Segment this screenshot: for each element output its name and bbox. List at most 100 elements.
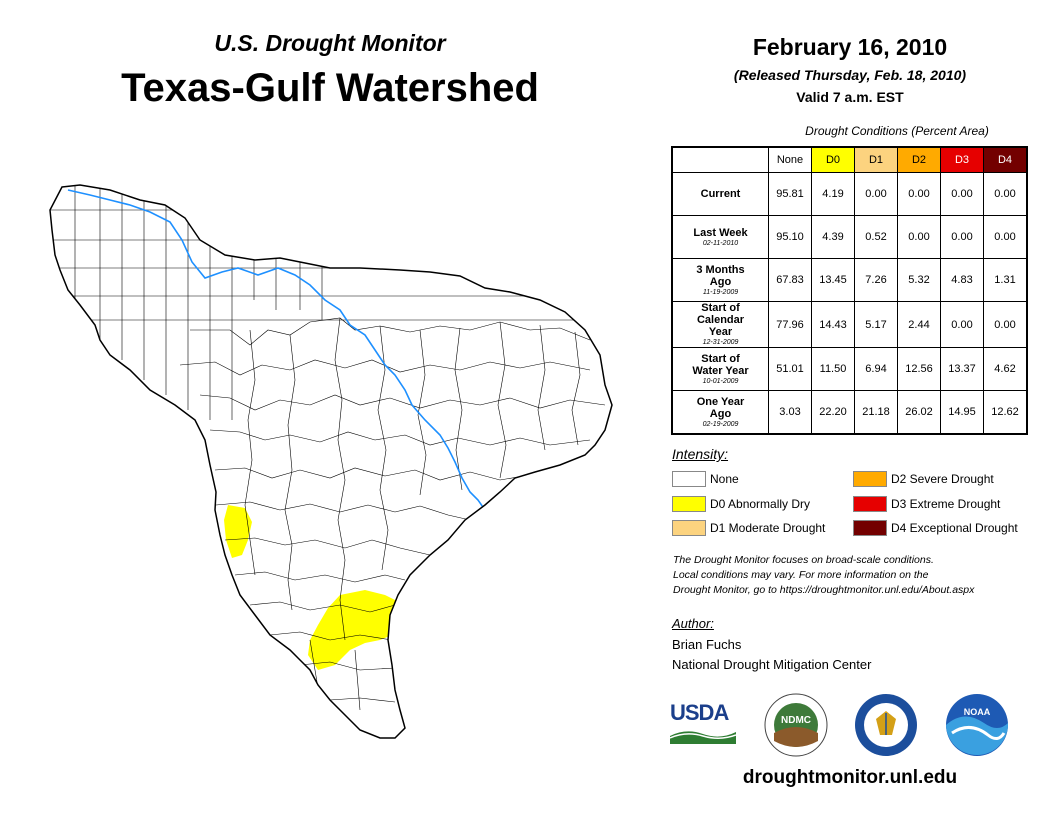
table-cell: 5.32	[897, 258, 941, 302]
table-cell: 95.81	[768, 172, 812, 216]
d0-area-west	[224, 505, 252, 558]
table-row: 3 Months Ago 11-19-2009 67.83 13.45 7.26 5.32…	[671, 258, 1028, 302]
table-cell: 0.00	[854, 172, 898, 216]
row-date: 10-01-2009	[702, 377, 739, 385]
table-cell: 22.20	[811, 390, 855, 435]
table-cell: 14.95	[940, 390, 984, 435]
legend-swatch	[672, 471, 706, 487]
table-row: Start of Calendar Year 12-31-2009 77.96 14.…	[671, 301, 1028, 348]
table-cell: 11.50	[811, 347, 855, 391]
col-d3: D3	[940, 146, 984, 173]
table-cell: 21.18	[854, 390, 898, 435]
note-line-2: Local conditions may vary. For more info…	[673, 569, 929, 581]
author-org: National Drought Mitigation Center	[672, 657, 872, 672]
row-label-text: Start of Calendar Year	[696, 302, 745, 338]
row-label-text: Start of Water Year	[692, 352, 749, 377]
release-date: (Released Thursday, Feb. 18, 2010)	[733, 67, 967, 83]
watershed-map	[49, 184, 613, 739]
legend-label: D4 Exceptional Drought	[891, 521, 1018, 535]
table-cell: 67.83	[768, 258, 812, 302]
county-lines	[50, 185, 612, 731]
svg-text:NDMC: NDMC	[781, 715, 811, 726]
legend-swatch	[853, 496, 887, 512]
legend-swatch	[853, 471, 887, 487]
table-cell: 4.39	[811, 215, 855, 259]
table-cell: 0.00	[897, 172, 941, 216]
table-cell: 1.31	[983, 258, 1028, 302]
table-cell: 4.83	[940, 258, 984, 302]
table-cell: 4.19	[811, 172, 855, 216]
table-cell: 6.94	[854, 347, 898, 391]
usda-wave-icon	[669, 731, 737, 744]
svg-text:NOAA: NOAA	[964, 707, 991, 717]
table-cell: 0.00	[897, 215, 941, 259]
table-cell: 12.56	[897, 347, 941, 391]
legend-label: D1 Moderate Drought	[710, 521, 826, 535]
table-row: Start of Water Year 10-01-2009 51.01 11.50 6…	[671, 347, 1028, 391]
table-row: Last Week 02-11-2010 95.10 4.39 0.52 0.00 0.00…	[671, 215, 1028, 259]
table-cell: 0.00	[983, 172, 1028, 216]
table-cell: 13.45	[811, 258, 855, 302]
row-label-text: Last Week	[693, 226, 748, 239]
map-title: Texas-Gulf Watershed	[121, 66, 539, 110]
table-cell: 7.26	[854, 258, 898, 302]
commerce-seal-icon	[855, 694, 917, 756]
d0-area-south	[308, 590, 405, 670]
row-label-text: One Year Ago	[696, 395, 745, 420]
legend-label: None	[710, 472, 739, 486]
col-d1: D1	[854, 146, 898, 173]
table-cell: 0.52	[854, 215, 898, 259]
note-line-3[interactable]: Drought Monitor, go to https://droughtmo…	[673, 584, 975, 596]
row-date: 11-19-2009	[702, 288, 739, 296]
legend-swatch	[672, 496, 706, 512]
col-d4: D4	[983, 146, 1028, 173]
valid-time: Valid 7 a.m. EST	[796, 89, 904, 105]
row-label: Start of Water Year 10-01-2009	[671, 347, 769, 391]
table-cell: 12.62	[983, 390, 1028, 435]
row-label: 3 Months Ago 11-19-2009	[671, 258, 769, 302]
table-cell: 0.00	[983, 301, 1028, 348]
table-cell: 0.00	[940, 172, 984, 216]
table-cell: 3.03	[768, 390, 812, 435]
table-cell: 5.17	[854, 301, 898, 348]
legend-swatch	[672, 520, 706, 536]
row-label: Current	[671, 172, 769, 216]
table-caption: Drought Conditions (Percent Area)	[805, 124, 989, 138]
table-cell: 0.00	[940, 215, 984, 259]
author-name: Brian Fuchs	[672, 637, 742, 652]
row-date: 02-11-2010	[702, 239, 739, 247]
table-cell: 51.01	[768, 347, 812, 391]
map-date: February 16, 2010	[752, 34, 948, 60]
row-label: One Year Ago 02-19-2009	[671, 390, 769, 435]
table-cell: 26.02	[897, 390, 941, 435]
legend-label: D3 Extreme Drought	[891, 497, 1001, 511]
row-date: 12-31-2009	[702, 339, 739, 346]
watershed-outline	[49, 184, 613, 739]
row-label-text: 3 Months Ago	[696, 263, 745, 288]
col-d0: D0	[811, 146, 855, 173]
table-cell: 0.00	[983, 215, 1028, 259]
row-date: 02-19-2009	[702, 420, 739, 428]
row-label-text: Current	[700, 188, 741, 200]
table-cell: 77.96	[768, 301, 812, 348]
col-d2: D2	[897, 146, 941, 173]
legend-swatch	[853, 520, 887, 536]
noaa-logo: NOAA	[946, 694, 1009, 756]
table-row: Current 95.81 4.19 0.00 0.00 0.00 0.00	[671, 172, 1028, 216]
table-cell: 4.62	[983, 347, 1028, 391]
legend-label: D2 Severe Drought	[891, 472, 994, 486]
col-none: None	[768, 146, 812, 173]
table-cell: 14.43	[811, 301, 855, 348]
river	[67, 189, 496, 541]
table-row: One Year Ago 02-19-2009 3.03 22.20 21.18 26.0…	[671, 390, 1028, 435]
row-label: Start of Calendar Year 12-31-2009	[671, 301, 769, 348]
table-cell: 2.44	[897, 301, 941, 348]
table-cell: 95.10	[768, 215, 812, 259]
legend-label: D0 Abnormally Dry	[710, 497, 811, 511]
legend-title: Intensity:	[672, 446, 729, 462]
usda-logo: USDA	[669, 700, 740, 750]
table-cell: 0.00	[940, 301, 984, 348]
website-link[interactable]: droughtmonitor.unl.edu	[742, 767, 958, 788]
note-line-1: The Drought Monitor focuses on broad-sca…	[673, 554, 934, 566]
author-label: Author:	[672, 616, 714, 631]
